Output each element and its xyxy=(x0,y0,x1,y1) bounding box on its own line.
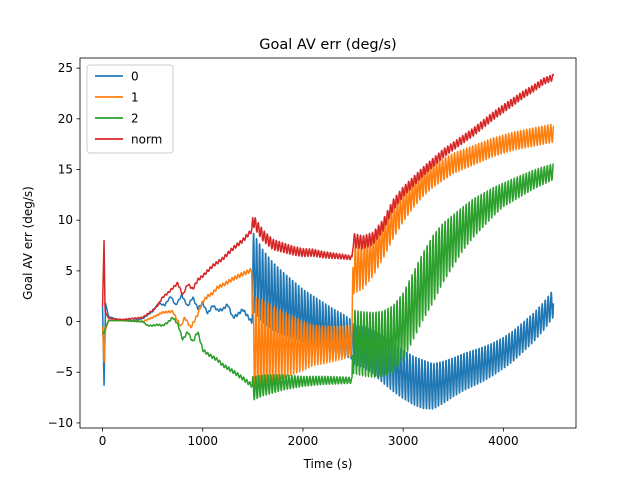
legend-label-1: 1 xyxy=(131,91,139,105)
y-tick-label: 25 xyxy=(58,61,73,75)
y-tick-label: 10 xyxy=(58,213,73,227)
x-tick-label: 4000 xyxy=(488,434,519,448)
y-tick-label: −10 xyxy=(48,416,73,430)
y-tick-label: 0 xyxy=(65,315,73,329)
x-tick-label: 3000 xyxy=(388,434,419,448)
chart-title: Goal AV err (deg/s) xyxy=(259,37,396,53)
y-tick-label: 20 xyxy=(58,112,73,126)
y-tick-label: 15 xyxy=(58,163,73,177)
legend-label-norm: norm xyxy=(131,133,162,147)
legend: 0 1 2 norm xyxy=(86,64,174,154)
legend-box xyxy=(86,64,174,154)
y-tick-label: 5 xyxy=(65,264,73,278)
y-tick-label: −5 xyxy=(55,365,73,379)
x-tick-label: 0 xyxy=(99,434,107,448)
y-axis: −10 −5 0 5 10 15 20 25 xyxy=(48,61,80,430)
x-axis: 0 1000 2000 3000 4000 xyxy=(99,428,519,448)
legend-label-2: 2 xyxy=(131,112,139,126)
legend-label-0: 0 xyxy=(131,70,139,84)
x-tick-label: 1000 xyxy=(187,434,218,448)
axes-frame xyxy=(79,57,577,429)
x-axis-label: Time (s) xyxy=(303,457,353,471)
y-axis-label: Goal AV err (deg/s) xyxy=(21,186,35,300)
series-line-1 xyxy=(101,123,555,397)
plot-area xyxy=(101,73,555,410)
x-tick-label: 2000 xyxy=(288,434,319,448)
series-line-norm xyxy=(101,73,555,321)
series-line-2 xyxy=(101,163,555,401)
